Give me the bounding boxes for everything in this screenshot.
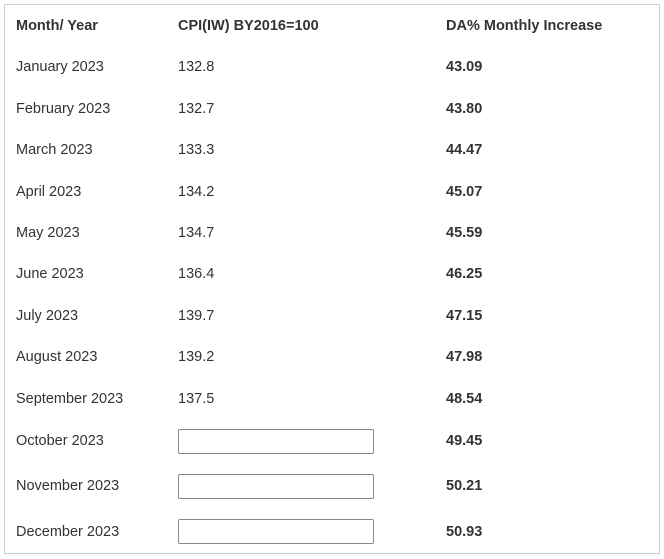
cpi-cell: 134.2 <box>178 184 215 200</box>
cpi-cell: 139.7 <box>178 308 215 324</box>
month-cell: July 2023 <box>16 308 79 324</box>
cpi-cell: 139.2 <box>178 349 215 365</box>
cpi-cell: 136.4 <box>178 266 215 282</box>
cpi-input-november[interactable] <box>178 474 374 499</box>
header-da-increase: DA% Monthly Increase <box>446 18 603 34</box>
da-cell: 43.80 <box>446 101 483 117</box>
da-cell: 50.93 <box>446 524 483 540</box>
da-cell: 47.98 <box>446 349 483 365</box>
da-cell: 48.54 <box>446 391 483 407</box>
da-cell: 47.15 <box>446 308 483 324</box>
da-cell: 50.21 <box>446 478 483 494</box>
header-month-year: Month/ Year <box>16 18 98 34</box>
month-cell: May 2023 <box>16 225 80 241</box>
da-cell: 45.07 <box>446 184 483 200</box>
month-cell: November 2023 <box>16 478 120 494</box>
header-cpi: CPI(IW) BY2016=100 <box>178 18 319 34</box>
cpi-input-december[interactable] <box>178 519 374 544</box>
month-cell: August 2023 <box>16 349 98 365</box>
month-cell: September 2023 <box>16 391 124 407</box>
cpi-cell: 133.3 <box>178 142 215 158</box>
da-table: Month/ Year CPI(IW) BY2016=100 DA% Month… <box>4 4 660 554</box>
month-cell: October 2023 <box>16 433 104 449</box>
month-cell: June 2023 <box>16 266 84 282</box>
month-cell: March 2023 <box>16 142 93 158</box>
cpi-cell: 134.7 <box>178 225 215 241</box>
da-cell: 44.47 <box>446 142 483 158</box>
month-cell: December 2023 <box>16 524 120 540</box>
cpi-cell: 132.7 <box>178 101 215 117</box>
month-cell: April 2023 <box>16 184 82 200</box>
month-cell: January 2023 <box>16 59 104 75</box>
cpi-cell: 132.8 <box>178 59 215 75</box>
da-cell: 46.25 <box>446 266 483 282</box>
cpi-input-october[interactable] <box>178 429 374 454</box>
month-cell: February 2023 <box>16 101 111 117</box>
cpi-cell: 137.5 <box>178 391 215 407</box>
da-cell: 49.45 <box>446 433 483 449</box>
da-cell: 45.59 <box>446 225 483 241</box>
da-cell: 43.09 <box>446 59 483 75</box>
